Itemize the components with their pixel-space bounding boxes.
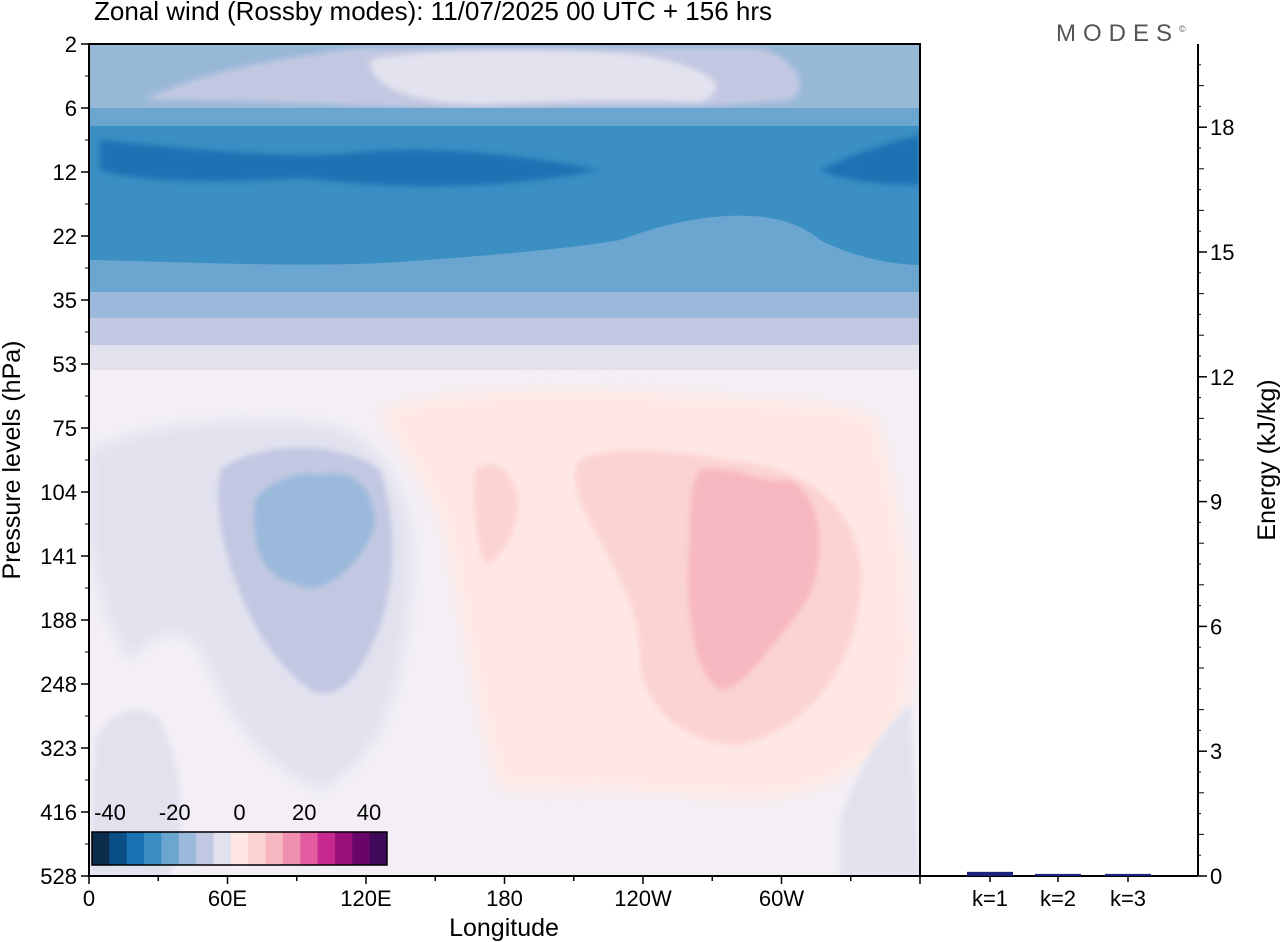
x-tick-label: 60W: [759, 886, 804, 911]
negative-region-surface-right: [840, 705, 920, 876]
colorbar-swatch: [369, 832, 388, 865]
colorbar-swatch: [196, 832, 214, 865]
y-tick-label: 6: [65, 96, 77, 121]
jet-core-right: [820, 135, 920, 185]
energy-tick-label: 6: [1210, 614, 1222, 639]
colorbar-swatch: [230, 832, 249, 865]
energy-bar-panel: 0 3 6 9 12 15 18 Energy (kJ/kg) k=1 k=2 k=3: [919, 44, 1280, 911]
energy-bar-k=2: [1035, 873, 1081, 876]
y-tick-label: 12: [53, 160, 77, 185]
band-35: [89, 292, 920, 322]
y-tick-label: 188: [40, 608, 77, 633]
category-label: k=3: [1110, 886, 1146, 911]
x-tick-label: 120E: [340, 886, 391, 911]
jet-core-left: [100, 140, 600, 187]
y-tick-label: 104: [40, 480, 77, 505]
x-tick-label: 180: [486, 886, 523, 911]
positive-region-core: [688, 469, 820, 690]
y-tick-label: 248: [40, 672, 77, 697]
x-tick-label: 120W: [614, 886, 672, 911]
colorbar-label: 40: [357, 800, 381, 825]
category-label: k=2: [1040, 886, 1076, 911]
colorbar-swatch: [248, 832, 267, 865]
band-35-53: [89, 318, 920, 348]
y-tick-label: 416: [40, 800, 77, 825]
colorbar-swatch: [92, 832, 110, 865]
y-tick-label: 35: [53, 288, 77, 313]
colorbar-swatch: [109, 832, 128, 865]
colorbar-label: 0: [233, 800, 245, 825]
colorbar-label: 20: [292, 800, 316, 825]
band-top-lightest: [370, 50, 717, 104]
colorbar-labels: -40 -20 0 20 40: [94, 800, 381, 825]
x-tick-label: 60E: [208, 886, 247, 911]
y-tick-label: 2: [65, 32, 77, 57]
colorbar-swatch: [265, 832, 284, 865]
colorbar-swatch: [126, 832, 145, 865]
x-axis-label: Longitude: [449, 914, 559, 942]
colorbar-label: -20: [159, 800, 191, 825]
negative-region-core: [254, 473, 375, 589]
energy-tick-label: 0: [1210, 864, 1222, 889]
y-tick-label: 141: [40, 544, 77, 569]
heatmap-axes: 2 6 12 22 35 53 75 104 141 188 248 323 416 528 Pressur…: [0, 32, 921, 942]
energy-tick-label: 3: [1210, 739, 1222, 764]
colorbar-swatch: [300, 832, 319, 865]
energy-tick-label: 18: [1210, 115, 1234, 140]
energy-axis-label: Energy (kJ/kg): [1253, 379, 1280, 540]
positive-region-small: [473, 464, 519, 565]
band-53: [89, 345, 920, 370]
energy-tick-label: 9: [1210, 490, 1222, 515]
bar-panel-bg: [920, 44, 1198, 876]
y-tick-label: 528: [40, 864, 77, 889]
y-tick-label: 75: [53, 416, 77, 441]
colorbar-swatch: [352, 832, 371, 865]
colorbar-swatch: [213, 832, 232, 865]
category-label: k=1: [972, 886, 1008, 911]
colorbar-label: -40: [94, 800, 126, 825]
energy-tick-label: 12: [1210, 365, 1234, 390]
band-22-35-light: [89, 215, 920, 300]
y-tick-label: 53: [53, 352, 77, 377]
y-axis-label: Pressure levels (hPa): [0, 341, 26, 580]
colorbar-swatch: [334, 832, 353, 865]
colorbar-swatch: [161, 832, 180, 865]
modes-logo: MODES©: [1056, 20, 1186, 47]
x-tick-label: 0: [83, 886, 95, 911]
colorbar-swatch: [144, 832, 162, 865]
chart-title: Zonal wind (Rossby modes): 11/07/2025 00…: [94, 0, 773, 26]
colorbar-swatch: [282, 832, 301, 865]
energy-bar-k=3: [1105, 873, 1151, 876]
energy-bar-k=1: [967, 871, 1013, 876]
colorbar-swatch: [178, 832, 197, 865]
colorbar-swatch: [317, 832, 336, 865]
y-tick-label: 323: [40, 736, 77, 761]
energy-tick-label: 15: [1210, 240, 1234, 265]
y-tick-label: 22: [53, 224, 77, 249]
contour-field: [89, 44, 920, 876]
colorbar: [91, 831, 388, 866]
colorbar-frame: [91, 831, 388, 866]
